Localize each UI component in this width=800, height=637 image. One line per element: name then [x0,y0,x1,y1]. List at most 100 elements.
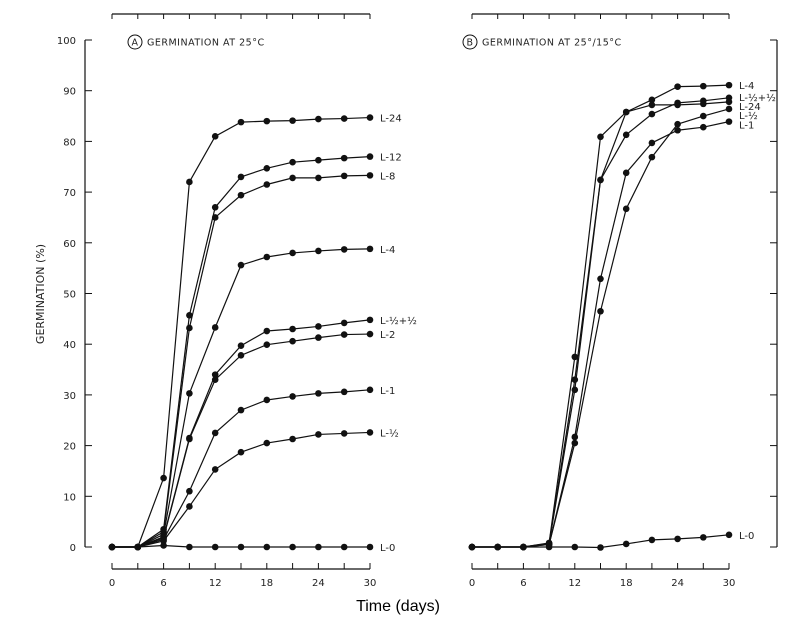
data-point [366,330,374,338]
data-point [263,439,271,447]
series-label: L-24 [380,114,402,125]
x-axis-label: Time (days) [356,598,440,615]
series-3: L-½ [468,105,758,551]
data-point [237,543,245,551]
series-5: L-0 [468,531,754,551]
y-tick-label: 0 [70,543,76,554]
series-label: L-½+½ [739,92,776,104]
data-point [186,435,193,443]
data-point [700,112,707,120]
data-point [340,331,348,338]
data-point [186,390,193,397]
x-tick-label: 6 [520,578,526,589]
data-point [366,543,374,551]
data-point [186,178,193,186]
series-2: L-24 [468,98,761,551]
series-7: L-½ [108,427,399,551]
panel-letter-circle [127,34,143,50]
panel-title: GERMINATION AT 25°/15°C [482,38,622,49]
data-point [674,101,681,109]
data-point [263,253,271,261]
y-tick-label: 60 [63,239,76,250]
data-point [211,466,219,473]
x-tick-label: 24 [671,578,684,589]
y-tick-label: 80 [63,137,76,148]
data-point [366,386,374,394]
x-tick-label: 30 [364,578,377,589]
data-point [315,323,322,330]
series-line [472,101,730,548]
data-point [340,388,348,396]
data-point [237,261,245,269]
data-point [263,396,271,404]
data-point [725,105,733,113]
data-point [289,158,296,166]
data-point [263,181,271,188]
data-point [366,245,374,253]
data-point [237,173,245,181]
data-point [263,164,271,172]
data-point [289,435,296,443]
data-point [340,543,348,551]
data-point [289,337,296,345]
series-0: L-24 [108,114,402,551]
series-5: L-2 [108,330,395,551]
panel-letter: A [132,38,139,49]
series-label: L-0 [739,531,754,542]
data-point [340,319,348,327]
data-point [674,126,681,134]
data-point [340,154,348,162]
data-point [494,543,502,551]
data-point [468,543,476,551]
data-point [648,153,656,161]
data-point [725,81,733,89]
data-point [700,534,707,541]
data-point [263,117,271,125]
data-point [237,118,245,126]
panel-letter: B [466,38,473,49]
series-line [112,116,371,548]
data-point [315,156,322,164]
data-point [315,174,322,182]
y-tick-label: 10 [63,492,76,503]
y-tick-label: 90 [63,87,76,98]
series-6: L-1 [108,386,395,551]
data-point [340,246,348,253]
series-line [472,84,730,548]
data-point [648,139,656,147]
data-point [597,307,604,315]
data-point [648,536,656,544]
data-point [571,376,579,383]
series-label: L-4 [380,245,395,256]
data-point [622,205,630,213]
data-point [186,503,193,510]
data-point [520,543,527,551]
data-point [622,108,630,116]
data-point [597,176,604,184]
series-label: L-2 [380,330,395,341]
series-label: L-0 [380,543,395,554]
series-label: L-4 [739,81,754,92]
data-point [315,431,322,438]
series-label: L-1 [739,121,754,132]
series-label: L-½+½ [380,315,417,327]
x-tick-label: 12 [209,578,222,589]
data-point [622,169,630,177]
data-point [160,537,167,545]
data-point [700,123,707,131]
y-tick-label: 40 [63,340,76,351]
data-point [211,543,219,551]
y-tick-label: 70 [63,188,76,199]
data-point [237,448,245,456]
data-point [674,83,681,90]
data-point [289,543,296,551]
data-point [211,376,219,383]
y-tick-label: 50 [63,290,76,301]
data-point [674,120,681,128]
data-point [648,101,656,109]
data-point [366,172,374,179]
data-point [237,342,245,350]
x-tick-label: 6 [160,578,166,589]
data-point [315,247,322,255]
